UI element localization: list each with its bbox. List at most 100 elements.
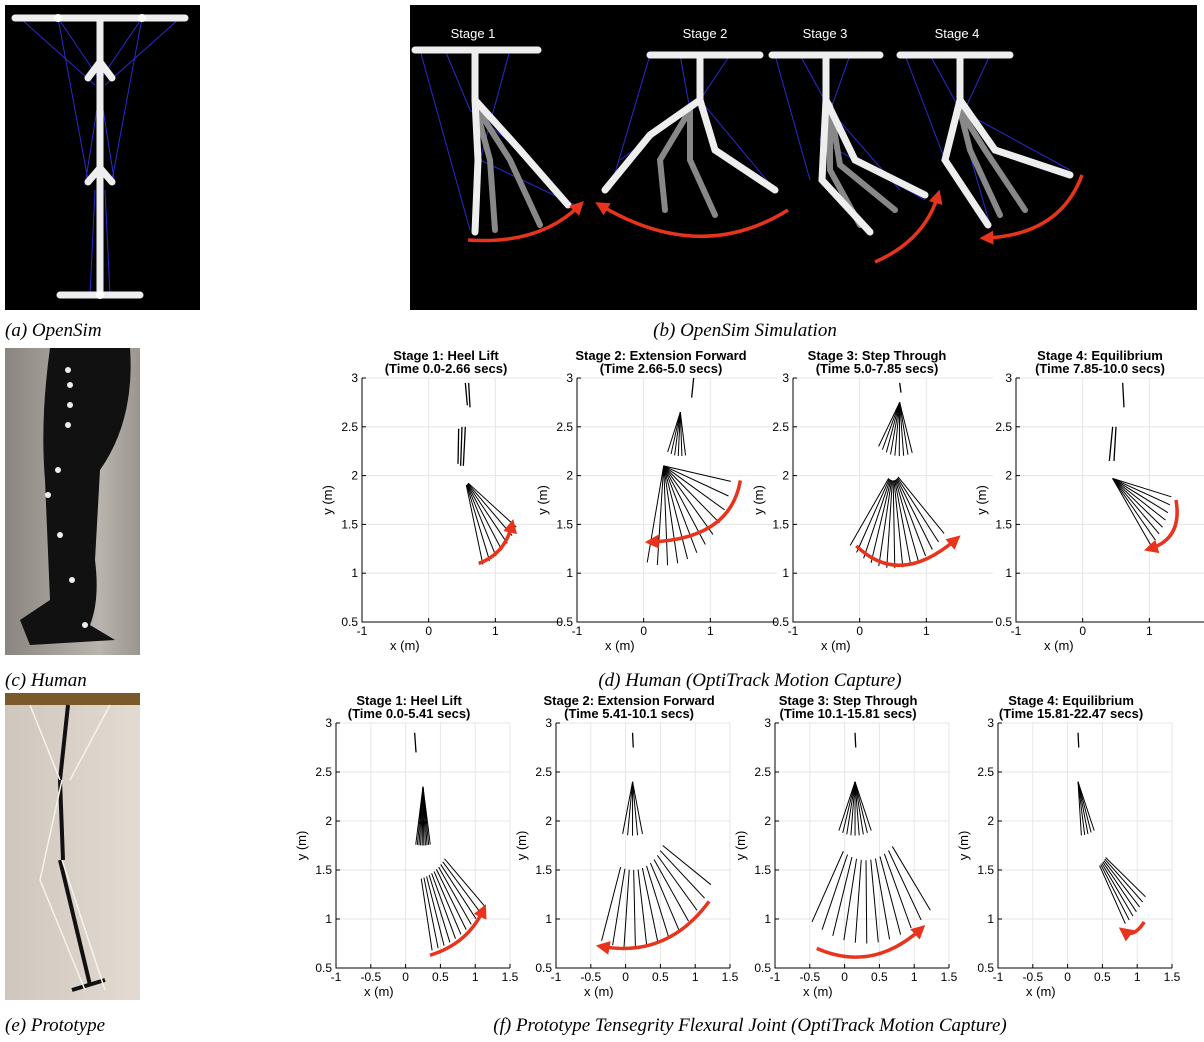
caption: (f) Prototype Tensegrity Flexural Joint … [493, 1015, 1006, 1036]
y-axis-label: y (m) [974, 485, 989, 515]
y-tick-label: 2.5 [535, 765, 552, 779]
link-trace [855, 860, 861, 943]
x-tick-label: 0.5 [871, 970, 888, 984]
link-trace [895, 480, 911, 565]
y-tick-label: 1 [764, 912, 771, 926]
link-trace [633, 782, 638, 835]
link-trace [1103, 862, 1137, 912]
x-tick-label: 0 [1079, 624, 1086, 638]
x-tick-label: 1 [492, 624, 499, 638]
subplot: 0.511.522.53-1-0.500.511.5Stage 1: Heel … [294, 693, 519, 999]
y-tick-label: 2 [566, 469, 573, 483]
x-tick-label: 1.5 [941, 970, 958, 984]
x-tick-label: -1 [551, 970, 562, 984]
x-tick-label: -1 [993, 970, 1004, 984]
y-tick-label: 2.5 [754, 765, 771, 779]
y-axis-label: y (m) [733, 831, 748, 861]
link-trace [634, 870, 636, 948]
stage-label: Stage 3 [803, 26, 848, 41]
x-tick-label: -1 [357, 624, 368, 638]
link-trace [1102, 863, 1133, 916]
link-trace [891, 402, 900, 454]
caption: (e) Prototype [5, 1015, 105, 1036]
x-tick-label: 0 [1064, 970, 1071, 984]
link-trace [461, 427, 462, 466]
link-trace [613, 869, 625, 945]
link-trace [898, 477, 944, 533]
caption: (a) OpenSim [5, 320, 102, 341]
plot-subtitle: (Time 5.0-7.85 secs) [816, 361, 939, 376]
x-tick-label: 1 [911, 970, 918, 984]
link-trace [900, 383, 901, 393]
link-trace [633, 733, 634, 748]
link-trace [875, 858, 889, 939]
y-tick-label: 3 [545, 716, 552, 730]
link-trace [623, 782, 633, 834]
x-tick-label: 0 [640, 624, 647, 638]
y-tick-label: 3 [325, 716, 332, 730]
y-tick-label: 1 [351, 566, 358, 580]
y-axis-label: y (m) [535, 485, 550, 515]
link-trace [839, 782, 855, 831]
y-tick-label: 1 [782, 566, 789, 580]
subplot: 0.511.522.53-1-0.500.511.5Stage 2: Exten… [514, 693, 739, 999]
link-trace [857, 479, 890, 553]
y-tick-label: 2 [764, 814, 771, 828]
y-tick-label: 1 [987, 912, 994, 926]
link-trace [880, 857, 901, 935]
link-trace [465, 383, 467, 405]
link-trace [415, 733, 416, 753]
y-tick-label: 3 [764, 716, 771, 730]
x-tick-label: 0 [402, 970, 409, 984]
x-tick-label: 0 [622, 970, 629, 984]
x-tick-label: 0.5 [652, 970, 669, 984]
y-tick-label: 1 [566, 566, 573, 580]
x-tick-label: 0 [856, 624, 863, 638]
link-trace [647, 466, 663, 563]
x-tick-label: -1 [1011, 624, 1022, 638]
axis [556, 723, 730, 968]
y-tick-label: 1.5 [754, 863, 771, 877]
x-tick-label: 0 [425, 624, 432, 638]
x-tick-label: -0.5 [580, 970, 601, 984]
x-tick-label: -0.5 [799, 970, 820, 984]
plot-subtitle: (Time 10.1-15.81 secs) [780, 706, 917, 721]
x-axis-label: x (m) [1044, 638, 1074, 653]
x-axis-label: x (m) [821, 638, 851, 653]
x-tick-label: 1 [692, 970, 699, 984]
x-tick-label: 0 [841, 970, 848, 984]
link-trace [1078, 733, 1079, 748]
y-tick-label: 2.5 [341, 420, 358, 434]
y-tick-label: 1.5 [772, 517, 789, 531]
plot-subtitle: (Time 0.0-2.66 secs) [385, 361, 508, 376]
stage-label: Stage 1 [451, 26, 496, 41]
plot-subtitle: (Time 2.66-5.0 secs) [600, 361, 723, 376]
y-tick-label: 1.5 [315, 863, 332, 877]
link-trace [1104, 861, 1140, 907]
x-tick-label: 0.5 [432, 970, 449, 984]
x-axis-label: x (m) [803, 984, 833, 999]
plot-subtitle: (Time 5.41-10.1 secs) [564, 706, 694, 721]
link-trace [692, 378, 694, 398]
y-axis-label: y (m) [514, 831, 529, 861]
link-trace [664, 466, 720, 523]
link-trace [855, 733, 856, 748]
link-trace [458, 429, 459, 464]
axis [998, 723, 1172, 968]
x-axis-label: x (m) [605, 638, 635, 653]
link-trace [628, 782, 633, 835]
y-tick-label: 1.5 [535, 863, 552, 877]
link-trace [439, 867, 472, 924]
opensim-image [5, 5, 200, 310]
link-trace [1101, 864, 1130, 920]
link-trace [900, 402, 908, 454]
x-tick-label: 1 [923, 624, 930, 638]
y-axis-label: y (m) [956, 831, 971, 861]
x-tick-label: 1 [472, 970, 479, 984]
x-tick-label: -1 [572, 624, 583, 638]
y-axis-label: y (m) [294, 831, 309, 861]
link-trace [441, 864, 476, 918]
x-tick-label: 1 [1134, 970, 1141, 984]
link-trace [1123, 383, 1124, 407]
